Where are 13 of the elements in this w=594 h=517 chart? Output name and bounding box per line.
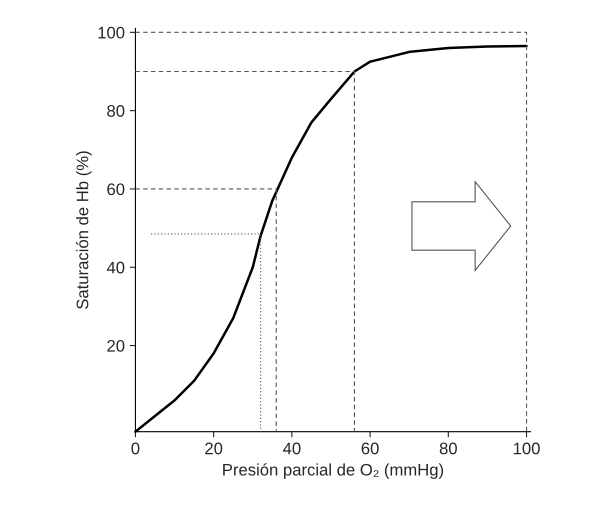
x-axis-title: Presión parcial de O₂ (mmHg) [223,463,444,479]
x-tick-label: 20 [205,442,222,454]
y-tick-label: 60 [107,183,124,196]
y-tick-label: 40 [106,262,124,274]
x-tick-label: 80 [440,442,457,454]
y-tick-label: 20 [107,340,124,352]
y-tick-label: 80 [107,105,124,117]
y-tick-label: 100 [98,26,124,39]
x-tick-label: 0 [131,442,140,454]
x-tick-label: 100 [514,442,540,454]
y-axis-title: Saturación de Hb (%) [76,151,92,309]
x-tick-label: 40 [282,442,300,454]
x-tick-label: 60 [362,442,379,454]
